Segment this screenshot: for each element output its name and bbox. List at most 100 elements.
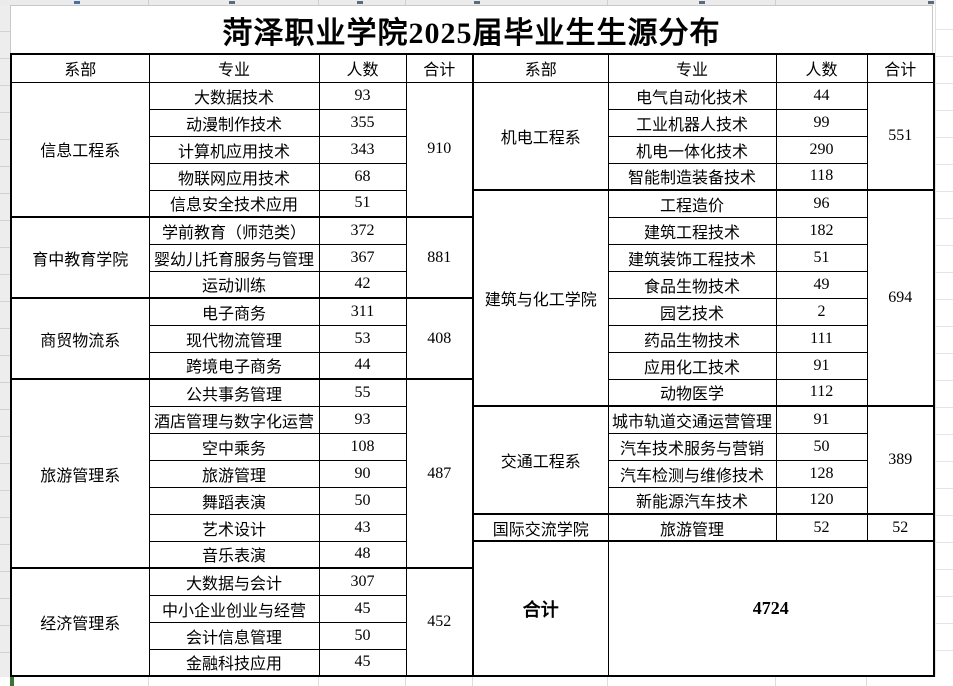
major-cell[interactable]: 学前教育（师范类）	[148, 216, 320, 245]
major-cell[interactable]: 建筑工程技术	[607, 216, 777, 245]
major-cell[interactable]: 动漫制作技术	[148, 108, 320, 137]
count-cell[interactable]: 311	[318, 297, 407, 326]
count-cell[interactable]: 55	[318, 378, 407, 407]
column-header-cell[interactable]: 合计	[405, 53, 474, 83]
grand-total-label-cell[interactable]: 合计	[472, 540, 609, 677]
count-cell[interactable]: 307	[318, 567, 407, 596]
major-cell[interactable]: 动物医学	[607, 378, 777, 407]
count-cell[interactable]: 68	[318, 162, 407, 191]
major-cell[interactable]: 食品生物技术	[607, 270, 777, 299]
count-cell[interactable]: 91	[775, 351, 868, 380]
department-cell[interactable]: 机电工程系	[472, 81, 609, 191]
count-cell[interactable]: 372	[318, 216, 407, 245]
count-cell[interactable]: 50	[318, 621, 407, 650]
department-cell[interactable]: 国际交流学院	[472, 513, 609, 542]
total-cell[interactable]: 487	[405, 378, 474, 569]
total-cell[interactable]: 408	[405, 297, 474, 380]
count-cell[interactable]: 367	[318, 243, 407, 272]
count-cell[interactable]: 96	[775, 189, 868, 218]
count-cell[interactable]: 42	[318, 270, 407, 299]
count-cell[interactable]: 111	[775, 324, 868, 353]
major-cell[interactable]: 公共事务管理	[148, 378, 320, 407]
count-cell[interactable]: 120	[775, 486, 868, 515]
major-cell[interactable]: 汽车技术服务与营销	[607, 432, 777, 461]
total-cell[interactable]: 910	[405, 81, 474, 218]
major-cell[interactable]: 汽车检测与维修技术	[607, 459, 777, 488]
major-cell[interactable]: 大数据与会计	[148, 567, 320, 596]
count-cell[interactable]: 112	[775, 378, 868, 407]
count-cell[interactable]: 50	[318, 486, 407, 515]
column-header-cell[interactable]: 系部	[10, 53, 150, 83]
total-cell[interactable]: 452	[405, 567, 474, 677]
major-cell[interactable]: 新能源汽车技术	[607, 486, 777, 515]
department-cell[interactable]: 经济管理系	[10, 567, 150, 677]
major-cell[interactable]: 旅游管理	[607, 513, 777, 542]
count-cell[interactable]: 93	[318, 81, 407, 110]
major-cell[interactable]: 智能制造装备技术	[607, 162, 777, 191]
column-header-cell[interactable]: 人数	[318, 53, 407, 83]
grand-total-value-cell[interactable]: 4724	[607, 540, 935, 677]
total-cell[interactable]: 389	[866, 405, 935, 515]
major-cell[interactable]: 现代物流管理	[148, 324, 320, 353]
column-header-cell[interactable]: 专业	[148, 53, 320, 83]
department-cell[interactable]: 信息工程系	[10, 81, 150, 218]
department-cell[interactable]: 交通工程系	[472, 405, 609, 515]
department-cell[interactable]: 旅游管理系	[10, 378, 150, 569]
major-cell[interactable]: 工业机器人技术	[607, 108, 777, 137]
major-cell[interactable]: 机电一体化技术	[607, 135, 777, 164]
major-cell[interactable]: 跨境电子商务	[148, 351, 320, 380]
count-cell[interactable]: 50	[775, 432, 868, 461]
major-cell[interactable]: 舞蹈表演	[148, 486, 320, 515]
count-cell[interactable]: 99	[775, 108, 868, 137]
major-cell[interactable]: 运动训练	[148, 270, 320, 299]
count-cell[interactable]: 118	[775, 162, 868, 191]
count-cell[interactable]: 44	[775, 81, 868, 110]
count-cell[interactable]: 343	[318, 135, 407, 164]
major-cell[interactable]: 园艺技术	[607, 297, 777, 326]
column-header-cell[interactable]: 系部	[472, 53, 609, 83]
major-cell[interactable]: 会计信息管理	[148, 621, 320, 650]
department-cell[interactable]: 建筑与化工学院	[472, 189, 609, 407]
count-cell[interactable]: 91	[775, 405, 868, 434]
count-cell[interactable]: 182	[775, 216, 868, 245]
count-cell[interactable]: 355	[318, 108, 407, 137]
count-cell[interactable]: 51	[775, 243, 868, 272]
major-cell[interactable]: 计算机应用技术	[148, 135, 320, 164]
major-cell[interactable]: 旅游管理	[148, 459, 320, 488]
count-cell[interactable]: 128	[775, 459, 868, 488]
major-cell[interactable]: 电子商务	[148, 297, 320, 326]
total-cell[interactable]: 881	[405, 216, 474, 299]
count-cell[interactable]: 43	[318, 513, 407, 542]
major-cell[interactable]: 工程造价	[607, 189, 777, 218]
major-cell[interactable]: 空中乘务	[148, 432, 320, 461]
department-cell[interactable]: 商贸物流系	[10, 297, 150, 380]
total-cell[interactable]: 52	[866, 513, 935, 542]
count-cell[interactable]: 2	[775, 297, 868, 326]
count-cell[interactable]: 48	[318, 540, 407, 569]
major-cell[interactable]: 电气自动化技术	[607, 81, 777, 110]
count-cell[interactable]: 52	[775, 513, 868, 542]
column-header-cell[interactable]: 专业	[607, 53, 777, 83]
total-cell[interactable]: 694	[866, 189, 935, 407]
major-cell[interactable]: 应用化工技术	[607, 351, 777, 380]
major-cell[interactable]: 中小企业创业与经营	[148, 594, 320, 623]
total-cell[interactable]: 551	[866, 81, 935, 191]
count-cell[interactable]: 108	[318, 432, 407, 461]
count-cell[interactable]: 44	[318, 351, 407, 380]
count-cell[interactable]: 49	[775, 270, 868, 299]
major-cell[interactable]: 酒店管理与数字化运营	[148, 405, 320, 434]
column-header-cell[interactable]: 合计	[866, 53, 935, 83]
major-cell[interactable]: 婴幼儿托育服务与管理	[148, 243, 320, 272]
count-cell[interactable]: 45	[318, 648, 407, 677]
major-cell[interactable]: 药品生物技术	[607, 324, 777, 353]
major-cell[interactable]: 建筑装饰工程技术	[607, 243, 777, 272]
major-cell[interactable]: 物联网应用技术	[148, 162, 320, 191]
major-cell[interactable]: 音乐表演	[148, 540, 320, 569]
count-cell[interactable]: 53	[318, 324, 407, 353]
count-cell[interactable]: 90	[318, 459, 407, 488]
department-cell[interactable]: 育中教育学院	[10, 216, 150, 299]
major-cell[interactable]: 金融科技应用	[148, 648, 320, 677]
major-cell[interactable]: 信息安全技术应用	[148, 189, 320, 218]
column-header-cell[interactable]: 人数	[775, 53, 868, 83]
major-cell[interactable]: 艺术设计	[148, 513, 320, 542]
